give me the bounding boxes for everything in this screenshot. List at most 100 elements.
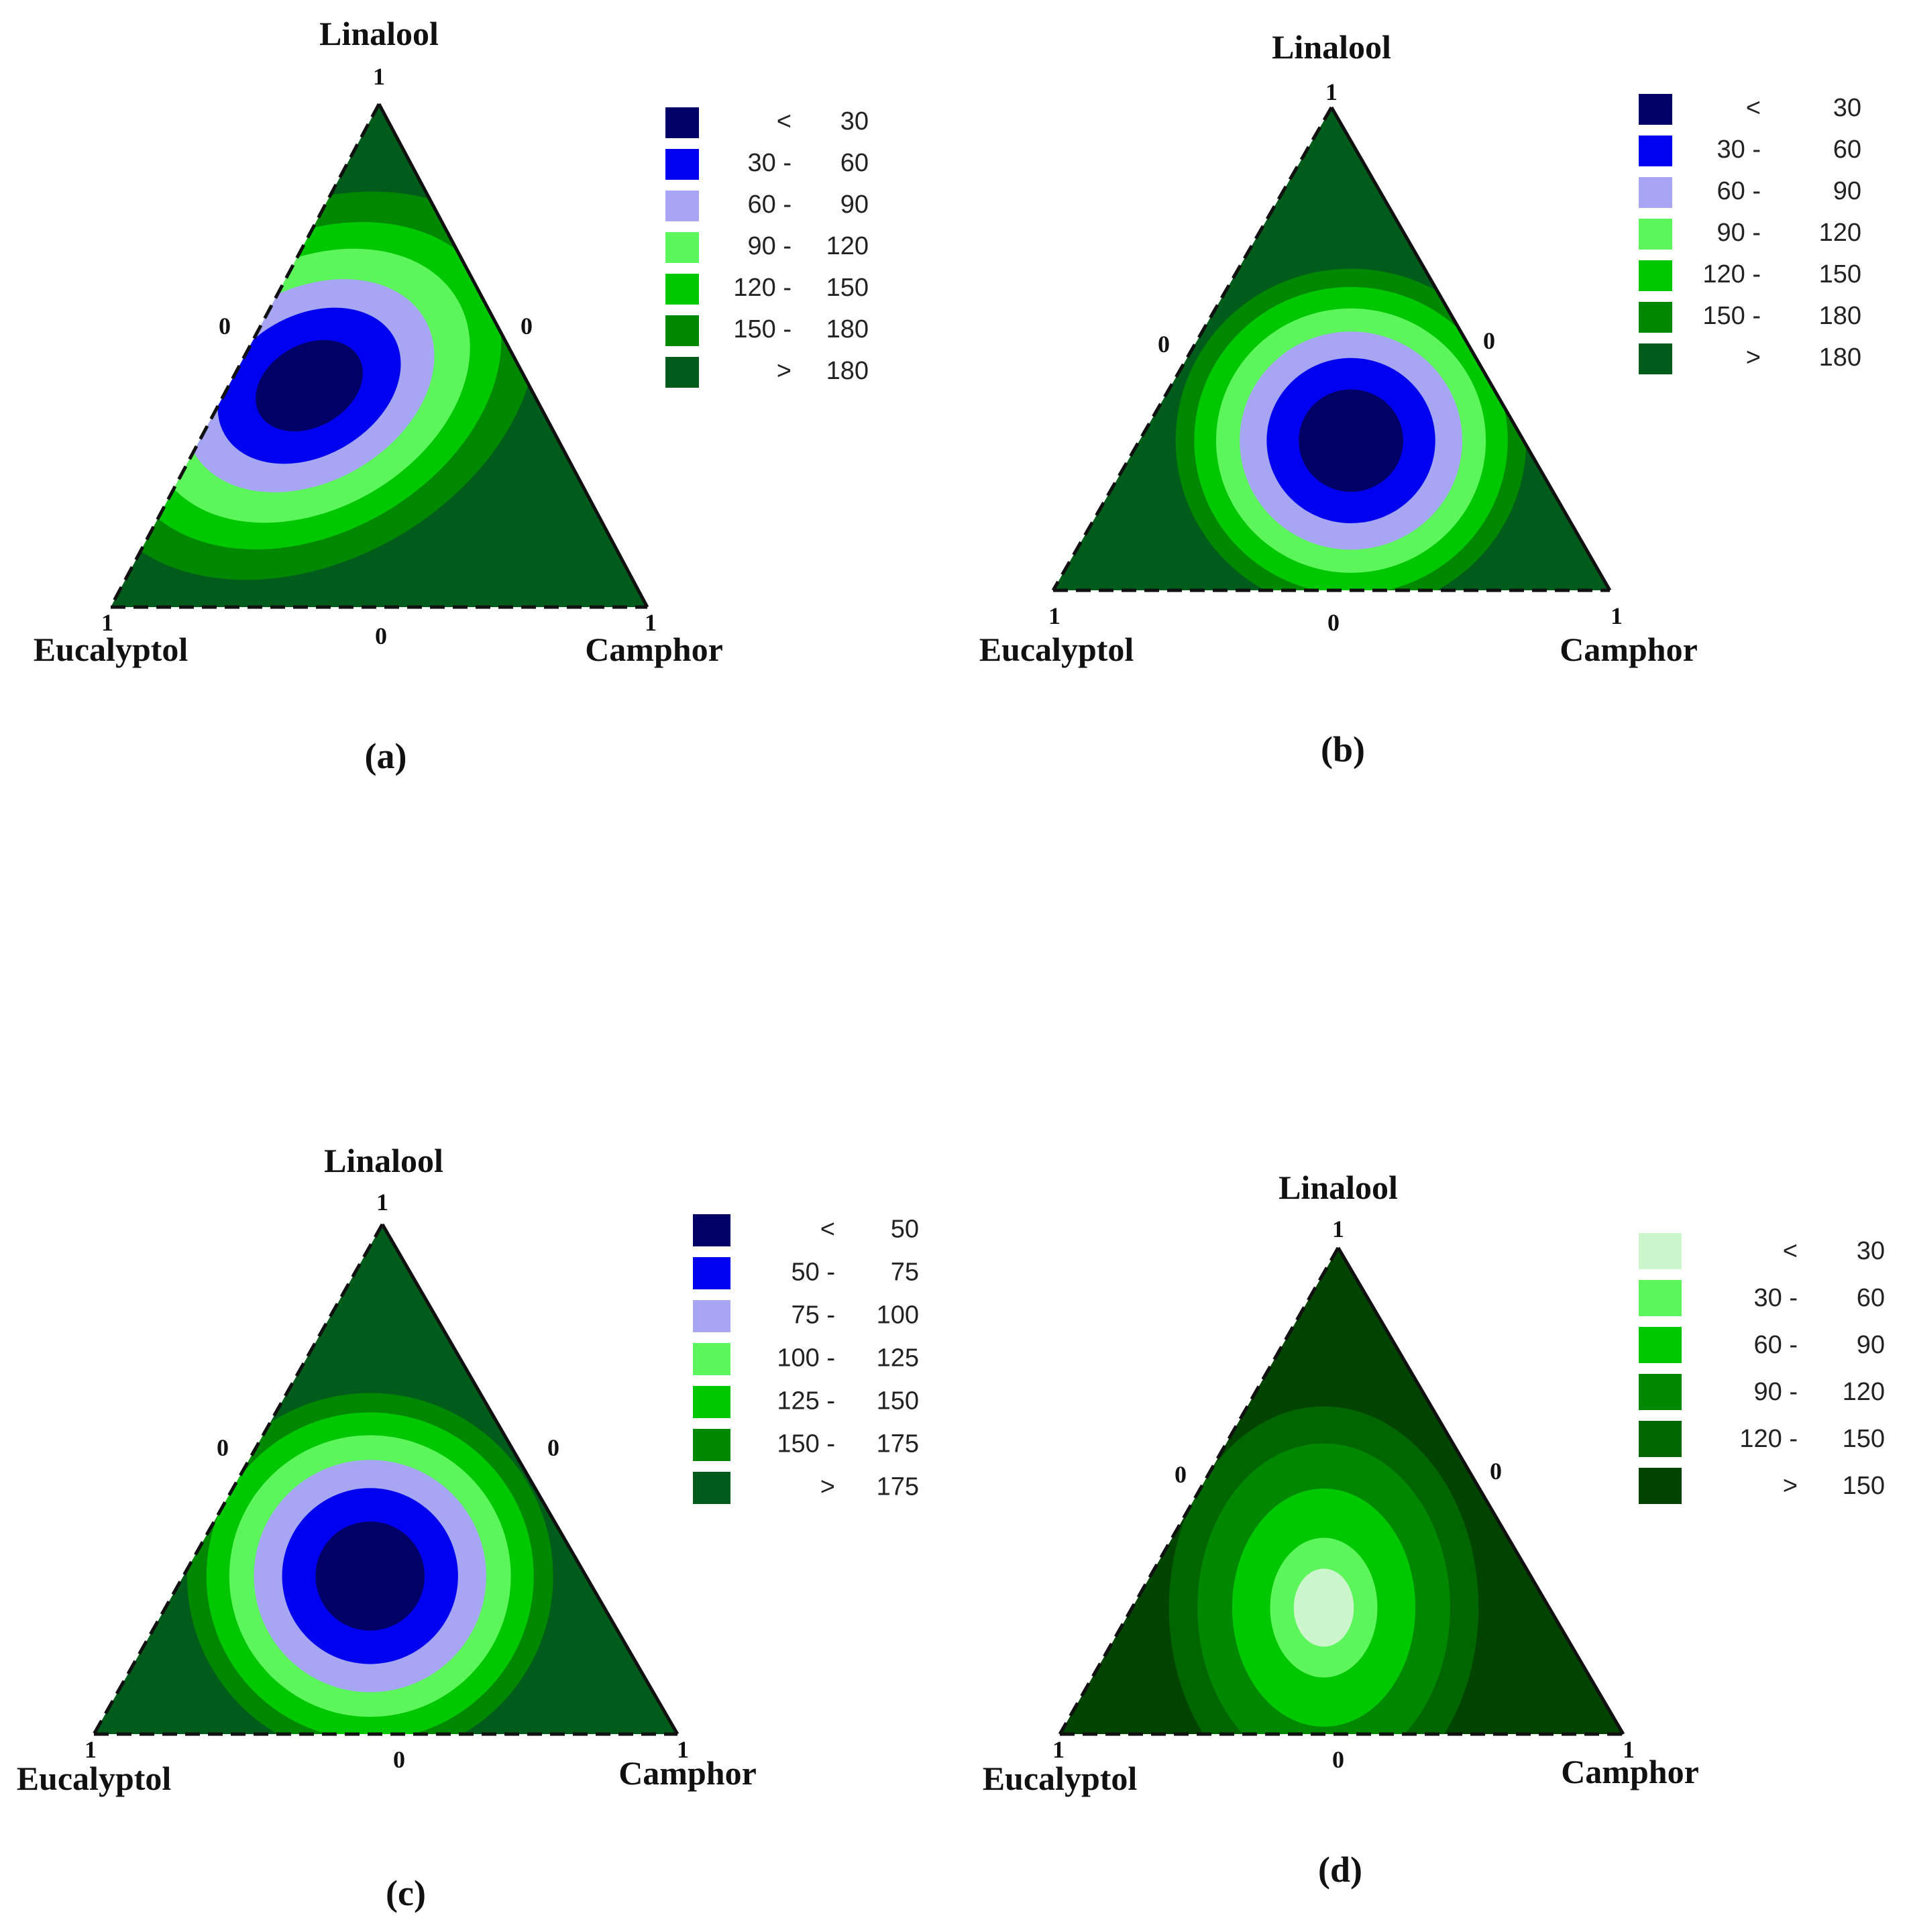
legend-swatch [1639, 1327, 1682, 1363]
legend-range-low: 120 - [1702, 260, 1761, 288]
tick-label: 1 [373, 63, 385, 90]
legend-range-low: 120 - [1739, 1425, 1798, 1453]
legend-range-low: > [1746, 343, 1761, 372]
legend-swatch [665, 149, 699, 180]
tick-label: 1 [645, 609, 657, 636]
legend-range-high: 150 [877, 1387, 919, 1415]
legend-swatch [1639, 94, 1672, 125]
legend-range-low: < [777, 107, 792, 136]
legend-swatch [693, 1386, 730, 1418]
legend-range-high: 30 [840, 107, 869, 136]
legend-range-low: 60 - [748, 191, 792, 219]
legend-range-low: 75 - [792, 1301, 835, 1330]
legend-range-low: 150 - [733, 315, 792, 343]
contour-fill [94, 1224, 677, 1734]
panel-label: (a) [365, 736, 407, 776]
legend-swatch [1639, 1280, 1682, 1316]
legend-range-low: 120 - [733, 274, 792, 302]
legend-swatch [693, 1343, 730, 1375]
legend-swatch [693, 1214, 730, 1246]
legend-range-high: 175 [877, 1430, 919, 1458]
legend-range-low: < [1746, 94, 1761, 122]
legend: <30 30 - 60 60 - 90 90 - 120 120 - 150 150 - 180 > 1… [1639, 94, 1861, 374]
legend-range-high: 150 [1843, 1425, 1885, 1453]
legend-range-high: 90 [1833, 177, 1861, 205]
legend-swatch [1639, 1374, 1682, 1410]
legend-range-low: 125 - [777, 1387, 835, 1415]
vertex-label-left: Eucalyptol [979, 631, 1134, 668]
tick-label: 1 [1332, 1216, 1344, 1242]
tick-label: 1 [1048, 602, 1060, 629]
contour-band [1293, 1568, 1354, 1647]
panel-label: (d) [1318, 1849, 1362, 1890]
legend: <30 30 - 60 60 - 90 90 - 120 120 - 150 150 - 180 > 1… [665, 107, 869, 388]
legend-swatch [1639, 177, 1672, 208]
legend-range-high: 60 [1833, 136, 1861, 164]
left-edge [1058, 1246, 1340, 1735]
tick-label: 0 [1327, 609, 1340, 636]
tick-label: 0 [1332, 1746, 1344, 1773]
vertex-label-right: Camphor [1561, 1753, 1699, 1790]
legend-range-high: 60 [840, 149, 869, 177]
tick-label: 1 [1623, 1736, 1635, 1763]
vertex-label-top: Linalool [1272, 28, 1391, 66]
legend-range-low: 30 - [748, 149, 792, 177]
tick-label: 0 [521, 313, 533, 339]
legend-swatch [693, 1257, 730, 1289]
legend-range-high: 150 [1819, 260, 1861, 288]
legend-range-high: 180 [1819, 302, 1861, 330]
legend-swatch [665, 315, 699, 346]
legend-range-high: 180 [826, 315, 869, 343]
vertex-label-left: Eucalyptol [17, 1760, 172, 1797]
right-edge [380, 1223, 679, 1735]
legend-range-high: 30 [1857, 1237, 1885, 1265]
contour-fill [1060, 1248, 1623, 1734]
tick-label: 0 [547, 1434, 559, 1461]
legend: <50 50 - 75 75 - 100 100 - 125 125 - 150 150 - 175… [693, 1214, 919, 1504]
legend-range-high: 100 [877, 1301, 919, 1330]
left-edge [92, 1223, 384, 1735]
contour-band [256, 339, 363, 432]
legend-swatch [693, 1472, 730, 1504]
right-edge [377, 103, 649, 608]
contour-fill [111, 104, 647, 607]
legend-swatch [1639, 1468, 1682, 1504]
legend-range-low: 100 - [777, 1344, 835, 1373]
legend-swatch [665, 357, 699, 388]
contour-fill [1053, 107, 1610, 590]
tick-label: 1 [376, 1189, 388, 1216]
tick-label: 1 [1611, 602, 1623, 629]
legend-swatch [665, 232, 699, 263]
legend-swatch [1639, 136, 1672, 166]
vertex-label-top: Linalool [319, 15, 439, 52]
legend-range-low: 90 - [748, 232, 792, 260]
vertex-label-right: Camphor [618, 1754, 757, 1792]
contour-band [315, 1521, 425, 1631]
vertex-label-left: Eucalyptol [983, 1760, 1138, 1797]
left-edge [1051, 106, 1334, 592]
legend-range-low: < [820, 1216, 835, 1244]
legend-range-low: > [777, 357, 792, 385]
legend-swatch [693, 1429, 730, 1461]
tick-label: 1 [677, 1736, 689, 1763]
legend-range-low: > [1783, 1472, 1798, 1500]
legend-swatch [1639, 1421, 1682, 1457]
tick-label: 1 [1052, 1736, 1065, 1763]
vertex-label-left: Eucalyptol [34, 631, 188, 668]
legend-swatch [1639, 219, 1672, 250]
tick-label: 0 [1483, 327, 1495, 354]
vertex-label-top: Linalool [324, 1142, 443, 1179]
legend-range-high: 50 [891, 1216, 919, 1244]
legend-range-high: 180 [1819, 343, 1861, 372]
legend-range-low: 50 - [792, 1258, 835, 1287]
right-edge [1336, 1246, 1625, 1735]
panel-label: (c) [386, 1873, 426, 1913]
tick-label: 0 [393, 1746, 405, 1773]
tick-label: 1 [1325, 78, 1338, 105]
tick-label: 0 [217, 1434, 229, 1461]
legend-range-high: 90 [840, 191, 869, 219]
legend-range-high: 30 [1833, 94, 1861, 122]
legend: <30 30 - 60 60 - 90 90 - 120 120 - 150 > 150 [1639, 1233, 1885, 1504]
